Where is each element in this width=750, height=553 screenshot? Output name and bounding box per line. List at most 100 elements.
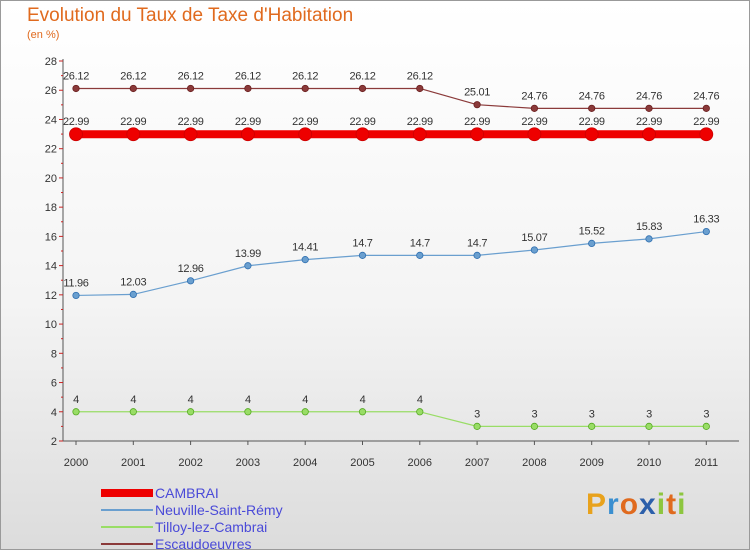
data-point — [699, 127, 714, 142]
data-label: 24.76 — [521, 90, 547, 102]
y-tick-label: 24 — [45, 114, 57, 126]
x-tick-label: 2001 — [121, 457, 145, 469]
logo-letter: r — [607, 488, 620, 521]
data-label: 26.12 — [407, 70, 433, 82]
data-label: 11.96 — [63, 277, 88, 289]
data-label: 4 — [245, 394, 251, 406]
data-point — [473, 422, 481, 430]
data-point — [240, 127, 255, 142]
data-point — [301, 408, 309, 416]
x-tick-label: 2009 — [579, 457, 603, 469]
data-label: 4 — [73, 394, 79, 406]
data-point — [129, 84, 137, 93]
data-label: 22.99 — [120, 116, 146, 128]
logo-letter: i — [656, 488, 667, 521]
legend-swatch — [101, 509, 153, 511]
data-label: 3 — [531, 408, 537, 420]
logo-letter: o — [619, 488, 640, 521]
data-point — [416, 251, 424, 259]
data-label: 12.03 — [120, 276, 146, 288]
data-label: 3 — [646, 408, 652, 420]
data-label: 26.12 — [63, 70, 89, 82]
data-label: 16.33 — [693, 214, 719, 226]
data-point — [187, 84, 195, 93]
data-point — [702, 104, 710, 112]
legend-label: CAMBRAI — [155, 485, 219, 501]
data-point — [69, 127, 83, 142]
y-tick-label: 28 — [45, 56, 57, 68]
data-point — [584, 127, 599, 142]
data-label: 13.99 — [235, 248, 261, 260]
data-point — [530, 104, 539, 112]
data-point — [642, 127, 656, 142]
data-point — [473, 101, 481, 109]
data-label: 22.99 — [407, 116, 433, 128]
series-line-3 — [75, 87, 707, 109]
data-point — [126, 127, 141, 142]
data-label: 15.52 — [579, 225, 605, 237]
data-point — [702, 422, 710, 430]
data-point — [588, 422, 596, 430]
data-point — [187, 277, 195, 285]
data-label: 3 — [703, 408, 709, 420]
data-label: 25.01 — [464, 87, 490, 99]
x-tick-label: 2007 — [465, 457, 489, 469]
data-point — [416, 84, 424, 93]
x-tick-label: 2005 — [350, 457, 374, 469]
x-tick-label: 2002 — [178, 457, 202, 469]
data-point — [530, 246, 539, 254]
x-tick-label: 2011 — [694, 457, 718, 469]
legend-label: Tilloy-lez-Cambrai — [155, 519, 268, 535]
chart-unit: (en %) — [27, 29, 60, 41]
data-label: 26.12 — [178, 70, 204, 82]
data-point — [301, 84, 309, 93]
legend-label: Neuville-Saint-Rémy — [155, 502, 283, 518]
series-line-1 — [75, 230, 707, 297]
data-point — [187, 408, 195, 416]
x-tick-label: 2008 — [522, 457, 546, 469]
data-label: 22.99 — [693, 116, 719, 128]
logo-letter: x — [639, 488, 657, 521]
data-point — [358, 408, 367, 416]
data-label: 22.99 — [292, 116, 318, 128]
y-tick-label: 10 — [45, 319, 57, 331]
proxiti-logo: Proxiti — [586, 488, 686, 522]
legend-swatch — [101, 489, 153, 497]
data-point — [355, 127, 370, 142]
legend-swatch — [101, 526, 153, 528]
data-point — [301, 256, 309, 264]
data-point — [412, 127, 427, 142]
data-point — [72, 408, 80, 416]
y-tick-label: 16 — [45, 231, 57, 243]
y-tick-label: 14 — [45, 261, 57, 273]
y-tick-label: 18 — [45, 202, 57, 214]
series-line-2 — [75, 411, 707, 427]
y-tick-label: 8 — [51, 348, 57, 360]
data-point — [358, 251, 367, 259]
data-label: 24.76 — [636, 90, 662, 102]
logo-letter: t — [666, 488, 678, 521]
data-label: 26.12 — [235, 70, 261, 82]
data-label: 12.96 — [178, 263, 204, 275]
data-point — [645, 422, 653, 430]
data-point — [645, 104, 653, 112]
data-point — [530, 422, 539, 430]
data-point — [588, 239, 596, 247]
data-point — [416, 408, 424, 416]
data-point — [588, 104, 596, 112]
data-point — [244, 84, 252, 93]
data-point — [527, 127, 542, 142]
legend-swatch — [101, 543, 153, 545]
y-tick-label: 12 — [45, 290, 57, 302]
data-label: 3 — [474, 408, 480, 420]
x-tick-label: 2000 — [64, 457, 88, 469]
data-point — [72, 291, 80, 300]
data-point — [129, 408, 137, 416]
y-tick-label: 20 — [45, 173, 57, 185]
x-tick-label: 2010 — [637, 457, 661, 469]
data-point — [129, 290, 137, 299]
data-point — [72, 84, 80, 93]
data-label: 22.99 — [178, 116, 204, 128]
